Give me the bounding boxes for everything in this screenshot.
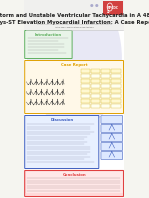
Bar bbox=[101, 94, 111, 98]
Bar bbox=[81, 94, 90, 98]
Bar bbox=[111, 84, 121, 88]
Text: WFCDC: WFCDC bbox=[107, 6, 119, 10]
Bar bbox=[111, 74, 121, 78]
Text: Introduction: Introduction bbox=[35, 33, 62, 37]
Bar bbox=[101, 84, 111, 88]
Bar bbox=[103, 1, 122, 15]
Bar bbox=[81, 84, 90, 88]
FancyBboxPatch shape bbox=[101, 116, 123, 123]
Circle shape bbox=[28, 0, 121, 128]
Text: Storm and Unstable Ventricular Tachycardia in A 48-
Boys-ST Elevation Myocardial: Storm and Unstable Ventricular Tachycard… bbox=[0, 13, 149, 25]
Bar bbox=[81, 89, 90, 93]
Text: ●: ● bbox=[89, 4, 93, 8]
FancyBboxPatch shape bbox=[25, 170, 124, 196]
Bar bbox=[101, 69, 111, 73]
Bar bbox=[91, 89, 100, 93]
Bar bbox=[91, 99, 100, 103]
Bar bbox=[91, 94, 100, 98]
Bar bbox=[101, 79, 111, 83]
Bar bbox=[81, 104, 90, 108]
Text: ────────────────────────────────────────────────────────────: ────────────────────────────────────────… bbox=[37, 25, 112, 26]
Bar bbox=[111, 104, 121, 108]
FancyBboxPatch shape bbox=[101, 134, 123, 141]
Text: Discussion: Discussion bbox=[50, 118, 73, 122]
Bar bbox=[81, 69, 90, 73]
Bar bbox=[91, 104, 100, 108]
Bar bbox=[101, 99, 111, 103]
Bar bbox=[81, 79, 90, 83]
Bar bbox=[91, 74, 100, 78]
Bar bbox=[101, 104, 111, 108]
Bar bbox=[81, 74, 90, 78]
FancyBboxPatch shape bbox=[101, 152, 123, 159]
FancyBboxPatch shape bbox=[25, 30, 72, 58]
Text: Conclusion: Conclusion bbox=[63, 173, 86, 177]
Bar bbox=[111, 94, 121, 98]
Bar bbox=[111, 99, 121, 103]
FancyBboxPatch shape bbox=[25, 115, 99, 168]
Bar bbox=[111, 89, 121, 93]
Bar bbox=[24, 0, 124, 30]
FancyBboxPatch shape bbox=[101, 125, 123, 132]
Bar bbox=[101, 89, 111, 93]
Text: Author names and affiliations in small text here: Author names and affiliations in small t… bbox=[55, 26, 94, 28]
Bar bbox=[111, 79, 121, 83]
FancyBboxPatch shape bbox=[101, 143, 123, 150]
Text: Case Report: Case Report bbox=[61, 63, 88, 67]
Bar bbox=[91, 69, 100, 73]
Text: ●: ● bbox=[95, 4, 98, 8]
Bar bbox=[81, 99, 90, 103]
Bar bbox=[91, 84, 100, 88]
Bar bbox=[25, 192, 123, 196]
Bar bbox=[91, 79, 100, 83]
Bar bbox=[111, 69, 121, 73]
Text: 20: 20 bbox=[107, 10, 110, 14]
Bar bbox=[101, 74, 111, 78]
FancyBboxPatch shape bbox=[25, 61, 124, 113]
